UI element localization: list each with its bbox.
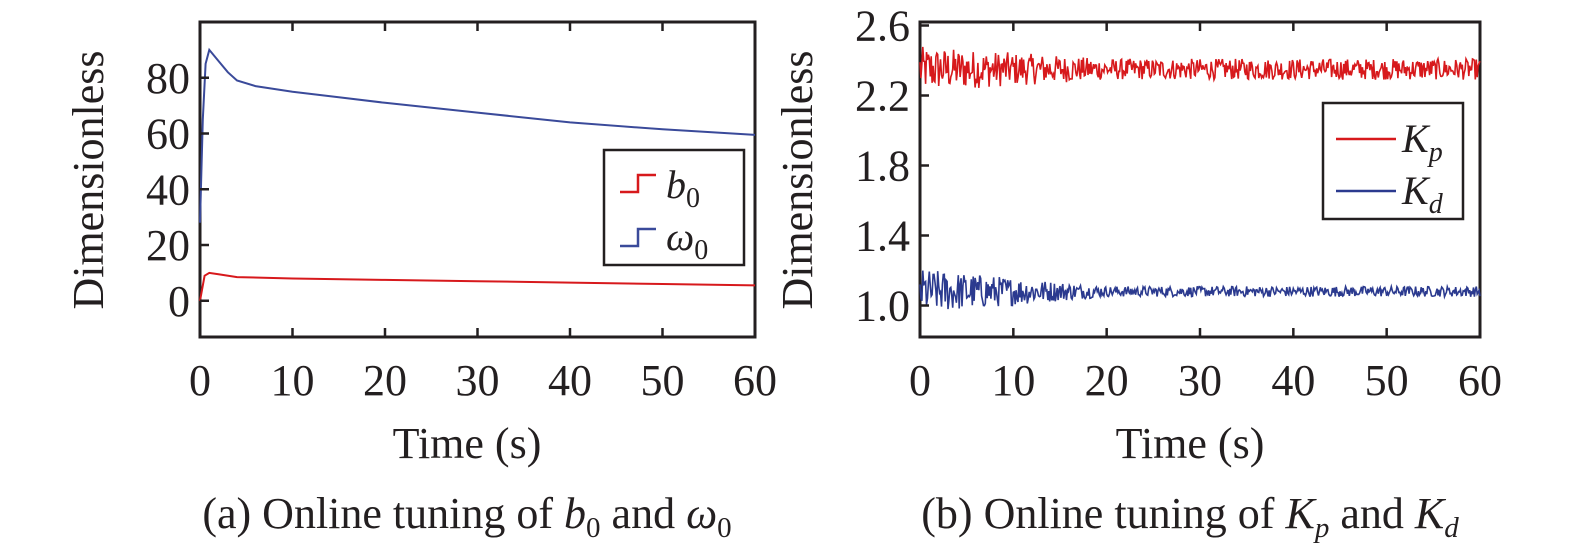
legend-b: Kp Kd	[1321, 101, 1465, 221]
x-tick-label: 20	[363, 356, 407, 405]
x-tick-label: 20	[1085, 356, 1129, 405]
legend-label-b0: b0	[666, 162, 700, 214]
panel-b-chart: 0 10 20 30 40 50 60 1.0 1.4 1.8 2.2 2.6 Time (s) Di…	[773, 2, 1502, 545]
series-line-kd	[919, 270, 1481, 310]
y-tick-label: 60	[146, 110, 190, 159]
legend-label-kd: Kd	[1401, 168, 1444, 220]
x-tick-label: 30	[456, 356, 500, 405]
y-tick-label: 80	[146, 54, 190, 103]
legend-label-kp: Kp	[1401, 116, 1443, 168]
x-tick-label: 0	[909, 356, 931, 405]
x-tick-label: 30	[1178, 356, 1222, 405]
y-tick-label: 2.6	[855, 2, 910, 51]
y-axis-label-a: Dimensionless	[64, 50, 113, 309]
x-tick-label: 50	[641, 356, 685, 405]
series-line-kp	[919, 46, 1481, 88]
series-line-b0	[199, 271, 756, 301]
x-tick-label: 40	[548, 356, 592, 405]
x-axis-label-b: Time (s)	[1116, 419, 1265, 468]
y-tick-label: 20	[146, 221, 190, 270]
panel-a-chart: 0 10 20 30 40 50 60 0 20 40 60 80 Time (s) Dimensio…	[64, 20, 777, 544]
y-tick-label: 1.0	[855, 282, 910, 331]
legend-swatch-b0	[620, 173, 656, 194]
x-tick-label: 50	[1365, 356, 1409, 405]
y-tick-label: 40	[146, 165, 190, 214]
legend-label-omega0: ω0	[666, 214, 708, 266]
y-tick-label: 1.4	[855, 212, 910, 261]
caption-b: (b) Online tuning of Kp and Kd	[921, 489, 1459, 544]
x-tick-label: 40	[1271, 356, 1315, 405]
caption-a: (a) Online tuning of b0 and ω0	[202, 489, 731, 544]
y-axis-label-b: Dimensionless	[773, 50, 822, 309]
x-axis-label-a: Time (s)	[393, 419, 542, 468]
y-tick-label: 2.2	[855, 72, 910, 121]
x-tick-label: 60	[733, 356, 777, 405]
x-tick-label: 60	[1458, 356, 1502, 405]
series-line-omega0	[199, 47, 756, 223]
y-tick-label: 0	[168, 277, 190, 326]
legend-a: b0 ω0	[602, 148, 746, 267]
x-tick-label: 10	[991, 356, 1035, 405]
y-tick-label: 1.8	[855, 142, 910, 191]
legend-swatch-omega0	[620, 227, 656, 248]
x-tick-label: 10	[271, 356, 315, 405]
x-tick-label: 0	[189, 356, 211, 405]
